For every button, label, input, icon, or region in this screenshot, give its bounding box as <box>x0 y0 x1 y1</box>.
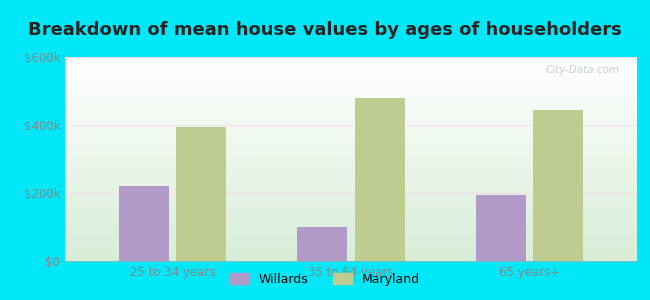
Bar <box>534 110 584 261</box>
Bar <box>298 227 347 261</box>
Legend: Willards, Maryland: Willards, Maryland <box>225 268 425 291</box>
Text: Breakdown of mean house values by ages of householders: Breakdown of mean house values by ages o… <box>28 21 622 39</box>
Bar <box>176 127 226 261</box>
Text: City-Data.com: City-Data.com <box>546 65 620 75</box>
Bar <box>355 98 404 261</box>
Bar <box>118 186 169 261</box>
Bar <box>476 195 526 261</box>
